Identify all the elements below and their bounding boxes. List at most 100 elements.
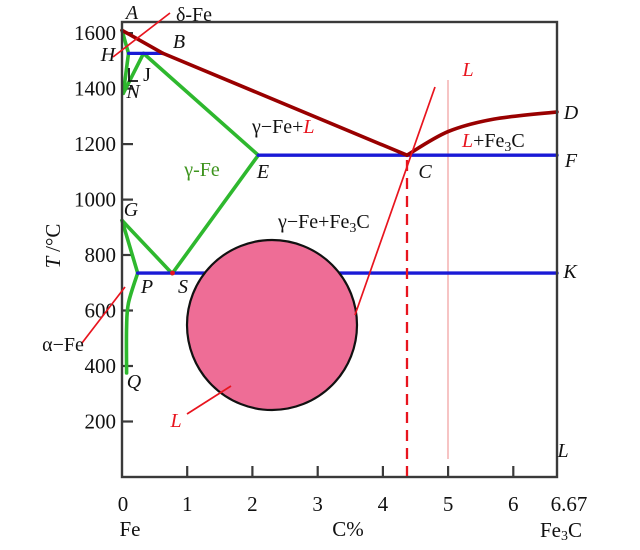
region-delta-fe: δ-Fe bbox=[176, 4, 212, 26]
y-tick-label-1200-part: 1200 bbox=[74, 132, 116, 156]
x-tick-label-6-part: 6 bbox=[508, 492, 519, 516]
region-liquid-plus-fe3c-part: L bbox=[461, 130, 473, 152]
point-K: K bbox=[562, 261, 578, 283]
y-axis-title-part: /°C bbox=[41, 224, 65, 252]
point-P: P bbox=[140, 276, 153, 298]
label-liquid-lower-part: L bbox=[169, 410, 181, 432]
x-axis-right-end-part: C bbox=[568, 518, 582, 542]
region-alpha-fe-part: α−Fe bbox=[42, 334, 84, 356]
region-gamma-plus-fe3c-part: γ−Fe+Fe bbox=[277, 211, 350, 233]
x-tick-label-6.67-part: 6.67 bbox=[551, 492, 588, 516]
region-gamma-plus-liquid: γ−Fe+L bbox=[251, 116, 315, 138]
x-tick-label-5-part: 5 bbox=[443, 492, 454, 516]
x-tick-label-6.67: 6.67 bbox=[551, 492, 588, 516]
x-tick-label-0: 0 bbox=[118, 492, 129, 516]
label-liquid-upper-part: L bbox=[461, 59, 473, 81]
point-P-part: P bbox=[140, 276, 153, 298]
label-liquid-upper: L bbox=[461, 59, 473, 81]
liquid-lower-leader bbox=[186, 385, 232, 415]
x-axis-title-part: C% bbox=[332, 517, 364, 541]
y-tick-label-800-part: 800 bbox=[85, 243, 117, 267]
y-axis-title: T /°C bbox=[41, 224, 65, 269]
a3-G-S bbox=[120, 218, 174, 276]
y-tick-label-1200: 1200 bbox=[74, 132, 116, 156]
y-axis-title-part: T bbox=[41, 252, 65, 269]
solidus-J-E bbox=[141, 51, 261, 157]
x-tick-label-1: 1 bbox=[182, 492, 193, 516]
y-tick-label-1400: 1400 bbox=[74, 77, 116, 101]
y-tick-label-1000-part: 1000 bbox=[74, 188, 116, 212]
x-axis-title: C% bbox=[332, 517, 364, 541]
region-gamma-plus-liquid-part: γ−Fe+ bbox=[251, 116, 303, 138]
x-tick-label-4: 4 bbox=[378, 492, 389, 516]
region-gamma-plus-fe3c: γ−Fe+Fe3C bbox=[277, 211, 370, 236]
point-C: C bbox=[418, 161, 432, 183]
point-N: N bbox=[125, 81, 141, 103]
y-tick-label-1400-part: 1400 bbox=[74, 77, 116, 101]
eutectoid-point-dot bbox=[170, 270, 175, 276]
point-H-part: H bbox=[100, 44, 117, 66]
y-tick-label-1600-part: 1600 bbox=[74, 21, 116, 45]
region-delta-fe-part: δ-Fe bbox=[176, 4, 212, 26]
point-Q: Q bbox=[127, 371, 142, 393]
x-tick-label-1-part: 1 bbox=[182, 492, 193, 516]
point-S: S bbox=[178, 276, 188, 298]
x-tick-label-0-part: 0 bbox=[118, 492, 129, 516]
point-E: E bbox=[256, 161, 269, 183]
x-axis-left-end: Fe bbox=[120, 517, 141, 541]
region-gamma-plus-liquid-part: L bbox=[302, 116, 314, 138]
region-liquid-plus-fe3c: L+Fe3C bbox=[461, 130, 525, 155]
y-tick-label-400-part: 400 bbox=[85, 354, 117, 378]
region-gamma-fe: γ-Fe bbox=[183, 159, 220, 181]
boundary-G-P bbox=[120, 218, 140, 275]
region-gamma-plus-fe3c-part: 3 bbox=[349, 221, 356, 236]
point-F-part: F bbox=[564, 150, 578, 172]
label-liquid-lower: L bbox=[169, 410, 181, 432]
liquid-upper-leader bbox=[354, 86, 436, 316]
solvus-P-Q bbox=[124, 271, 140, 375]
acm-E-S bbox=[170, 153, 261, 276]
region-gamma-fe-part: γ-Fe bbox=[183, 159, 220, 181]
point-K-part: K bbox=[562, 261, 578, 283]
point-A: A bbox=[124, 2, 139, 24]
region-liquid-plus-fe3c-part: C bbox=[511, 130, 524, 152]
x-tick-label-3-part: 3 bbox=[312, 492, 323, 516]
point-J-part: J bbox=[143, 64, 151, 86]
liquidus-A-B bbox=[120, 28, 165, 56]
liquidus-C-D bbox=[405, 110, 559, 157]
liquidus-B-C bbox=[161, 51, 409, 157]
y-tick-label-200-part: 200 bbox=[85, 410, 117, 434]
x-tick-label-4-part: 4 bbox=[378, 492, 389, 516]
label-l-right-part: L bbox=[556, 440, 568, 462]
y-tick-label-200: 200 bbox=[85, 410, 117, 434]
point-S-part: S bbox=[178, 276, 188, 298]
point-G: G bbox=[124, 199, 139, 221]
plot-border bbox=[120, 20, 559, 479]
point-E-part: E bbox=[256, 161, 269, 183]
delta-fe-leader bbox=[112, 12, 171, 58]
region-alpha-fe: α−Fe bbox=[42, 334, 84, 356]
point-F: F bbox=[564, 150, 578, 172]
point-D-part: D bbox=[563, 102, 579, 124]
point-B: B bbox=[173, 31, 185, 53]
x-axis-right-end: Fe3C bbox=[540, 518, 582, 544]
label-l-right: L bbox=[556, 440, 568, 462]
point-B-part: B bbox=[173, 31, 185, 53]
y-tick-label-800: 800 bbox=[85, 243, 117, 267]
boundary-H-N bbox=[121, 51, 131, 96]
x-axis-right-end-part: 3 bbox=[561, 529, 568, 544]
point-J: J bbox=[143, 64, 151, 86]
x-axis-right-end-part: Fe bbox=[540, 518, 561, 542]
y-tick-label-400: 400 bbox=[85, 354, 117, 378]
alpha-fe-leader bbox=[81, 286, 126, 344]
y-tick-label-1000: 1000 bbox=[74, 188, 116, 212]
corner-mark-J bbox=[128, 68, 138, 82]
region-liquid-plus-fe3c-part: +Fe bbox=[473, 130, 504, 152]
x-tick-label-5: 5 bbox=[443, 492, 454, 516]
boundary-N-J bbox=[121, 51, 146, 96]
point-N-part: N bbox=[125, 81, 141, 103]
region-gamma-plus-fe3c-part: C bbox=[356, 211, 369, 233]
point-Q-part: Q bbox=[127, 371, 142, 393]
